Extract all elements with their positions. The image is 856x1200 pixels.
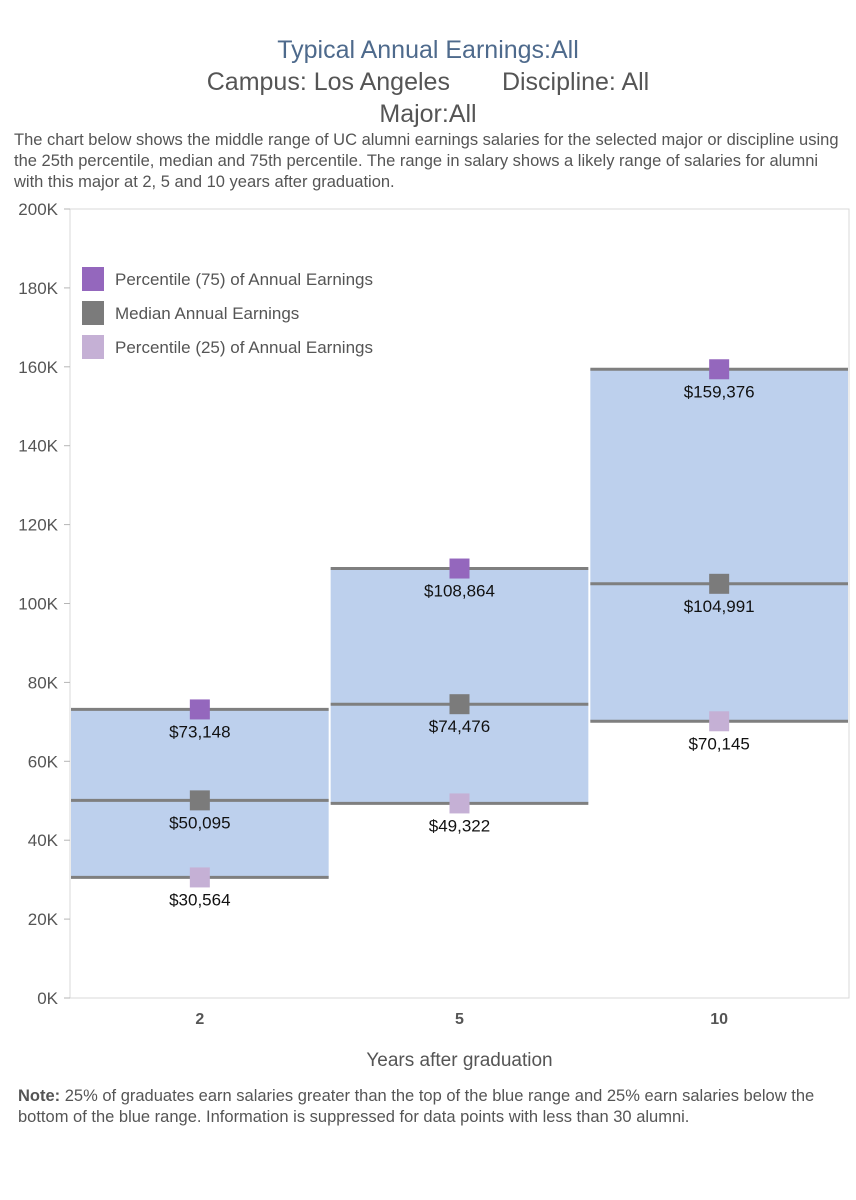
p75-value-label: $73,148 [169,722,230,741]
p75-marker[interactable] [709,359,730,380]
x-axis-title: Years after graduation [366,1050,552,1071]
p25-value-label: $49,322 [429,816,490,835]
p25-marker[interactable] [189,867,210,888]
y-tick-label: 120K [18,516,58,535]
legend-label-p25: Percentile (25) of Annual Earnings [115,338,373,357]
p25-value-label: $30,564 [169,890,230,909]
y-tick-label: 20K [28,910,59,929]
y-tick-label: 80K [28,673,59,692]
p75-value-label: $159,376 [684,382,755,401]
note-text: 25% of graduates earn salaries greater t… [18,1087,815,1126]
legend-swatch-p75 [82,267,104,291]
y-tick-label: 60K [28,752,59,771]
p25-value-label: $70,145 [688,734,749,753]
footnote: Note: 25% of graduates earn salaries gre… [18,1086,848,1128]
chart-description: The chart below shows the middle range o… [14,131,839,191]
y-tick-label: 0K [37,989,58,1008]
note-label: Note: [18,1087,61,1105]
y-tick-label: 160K [18,358,58,377]
p25-marker[interactable] [709,711,730,732]
p75-marker[interactable] [189,699,210,720]
legend-label-p75: Percentile (75) of Annual Earnings [115,270,373,289]
x-tick-label: 5 [455,1011,464,1028]
campus-filter: Campus: Los Angeles [206,68,450,96]
p25-marker[interactable] [449,793,470,814]
y-tick-label: 140K [18,437,58,456]
chart-title-block: Typical Annual Earnings:All Campus: Los … [0,34,856,130]
x-tick-label: 10 [710,1011,728,1028]
median-value-label: $74,476 [429,717,490,736]
median-value-label: $104,991 [684,597,755,616]
major-filter: Major:All [379,100,477,128]
median-value-label: $50,095 [169,813,230,832]
y-tick-label: 40K [28,831,59,850]
median-marker[interactable] [709,573,730,594]
range-band [590,369,848,722]
x-tick-label: 2 [195,1011,204,1028]
legend-swatch-median [82,301,104,325]
median-marker[interactable] [449,694,470,715]
legend-label-median: Median Annual Earnings [115,304,299,323]
range-band [330,568,589,804]
earnings-chart: 0K 20K 40K 60K 80K 100K 120K 140K 160K 180K 200K 2 5… [18,200,850,1071]
legend-swatch-p25 [82,335,104,359]
filter-line: Campus: Los Angeles Discipline: All [0,66,856,98]
chart-title: Typical Annual Earnings:All [277,36,579,64]
discipline-filter: Discipline: All [501,68,650,96]
y-tick-label: 200K [18,200,58,219]
p75-marker[interactable] [449,558,470,579]
p75-value-label: $108,864 [424,582,495,601]
median-marker[interactable] [189,790,210,811]
y-tick-label: 180K [18,279,58,298]
y-tick-label: 100K [18,595,58,614]
